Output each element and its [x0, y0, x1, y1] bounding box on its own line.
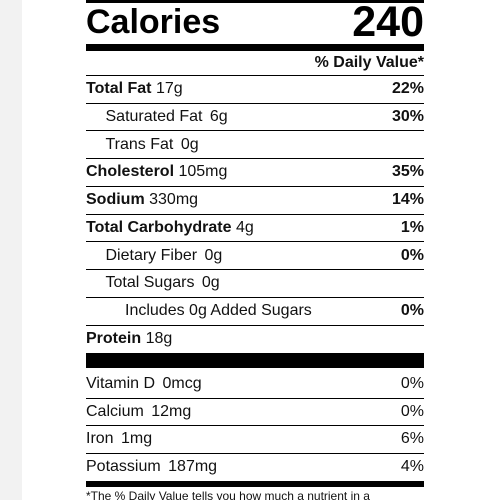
nutrient-name: Total Carbohydrate	[86, 218, 232, 236]
rule	[86, 452, 424, 454]
footnote: *The % Daily Value tells you how much a …	[86, 489, 370, 500]
nutrient-name: Includes 0g Added Sugars	[125, 302, 312, 319]
nutrient-name: Protein	[86, 329, 142, 347]
daily-value: 0%	[400, 375, 424, 392]
daily-value: 4%	[400, 458, 424, 476]
nutrient-row: Dietary Fiber 0g 0%	[86, 243, 425, 269]
nutrient-row: Includes 0g Added Sugars 0%	[86, 298, 424, 324]
nutrient-row: Cholesterol 105mg 35%	[86, 159, 424, 185]
side-strip	[0, 0, 22, 500]
rule	[86, 130, 424, 132]
rule	[86, 269, 424, 270]
thick-rule	[86, 0, 424, 3]
nutrient-name: Dietary Fiber	[105, 246, 198, 264]
nutrient-name: Sodium	[86, 191, 145, 208]
nutrient-amount: 0mcg	[162, 375, 202, 392]
nutrient-row: Vitamin D 0mcg 0%	[86, 371, 424, 397]
rule	[86, 185, 424, 187]
daily-value: 35%	[391, 163, 424, 181]
nutrient-row: Protein 18g	[86, 326, 424, 352]
calories-label: Calories	[86, 3, 221, 41]
rule	[86, 324, 424, 326]
nutrient-row: Potassium 187mg 4%	[86, 454, 424, 480]
nutrient-amount: 105mg	[178, 163, 228, 181]
daily-value: 1%	[400, 218, 424, 236]
nutrient-amount: 0g	[204, 246, 223, 264]
rule	[86, 397, 424, 399]
nutrient-name: Trans Fat	[105, 135, 174, 153]
rule	[86, 158, 424, 159]
nutrient-row: Iron 1mg 6%	[86, 426, 424, 452]
nutrient-row: Total Sugars 0g	[86, 270, 424, 296]
nutrient-name: Iron	[86, 430, 114, 448]
nutrient-amount: 1mg	[121, 430, 153, 448]
nutrient-name: Total Sugars	[105, 274, 195, 292]
daily-value: 6%	[400, 430, 424, 448]
nutrient-name: Vitamin D	[86, 375, 156, 392]
daily-value: 14%	[391, 191, 424, 208]
rule	[86, 75, 424, 76]
nutrient-name: Total Fat	[86, 80, 152, 97]
nutrient-amount: 12mg	[151, 402, 192, 420]
thick-rule	[86, 353, 424, 368]
nutrient-name: Calcium	[86, 402, 144, 420]
nutrient-row: Sodium 330mg 14%	[86, 187, 424, 213]
calories-value: 240	[352, 0, 424, 46]
nutrient-amount: 0g	[180, 135, 199, 153]
rule	[86, 241, 424, 243]
nutrient-amount: 187mg	[168, 458, 218, 476]
daily-value-header: % Daily Value*	[314, 54, 424, 71]
daily-value: 0%	[400, 302, 424, 319]
nutrient-amount: 330mg	[149, 191, 199, 208]
nutrient-amount: 4g	[235, 218, 254, 236]
daily-value: 22%	[391, 80, 424, 97]
nutrient-name: Potassium	[86, 458, 161, 476]
daily-value: 0%	[400, 402, 424, 420]
nutrient-amount: 18g	[145, 329, 173, 347]
nutrient-amount: 6g	[209, 107, 228, 125]
daily-value: 30%	[391, 107, 424, 125]
rule	[86, 425, 424, 427]
nutrient-row: Saturated Fat 6g 30%	[86, 104, 425, 130]
daily-value: 0%	[400, 246, 424, 264]
rule	[86, 296, 424, 298]
nutrient-amount: 17g	[155, 80, 183, 97]
rule	[86, 213, 424, 215]
nutrient-row: Total Fat 17g 22%	[86, 76, 424, 102]
nutrient-amount: 0g	[201, 274, 220, 292]
nutrient-row: Trans Fat 0g	[86, 132, 424, 158]
thick-rule	[86, 44, 424, 51]
thick-rule	[86, 481, 424, 487]
nutrient-row: Calcium 12mg 0%	[86, 399, 424, 425]
rule	[86, 102, 424, 104]
nutrient-name: Cholesterol	[86, 163, 175, 181]
nutrient-row: Total Carbohydrate 4g 1%	[86, 215, 424, 241]
nutrient-name: Saturated Fat	[105, 107, 203, 125]
